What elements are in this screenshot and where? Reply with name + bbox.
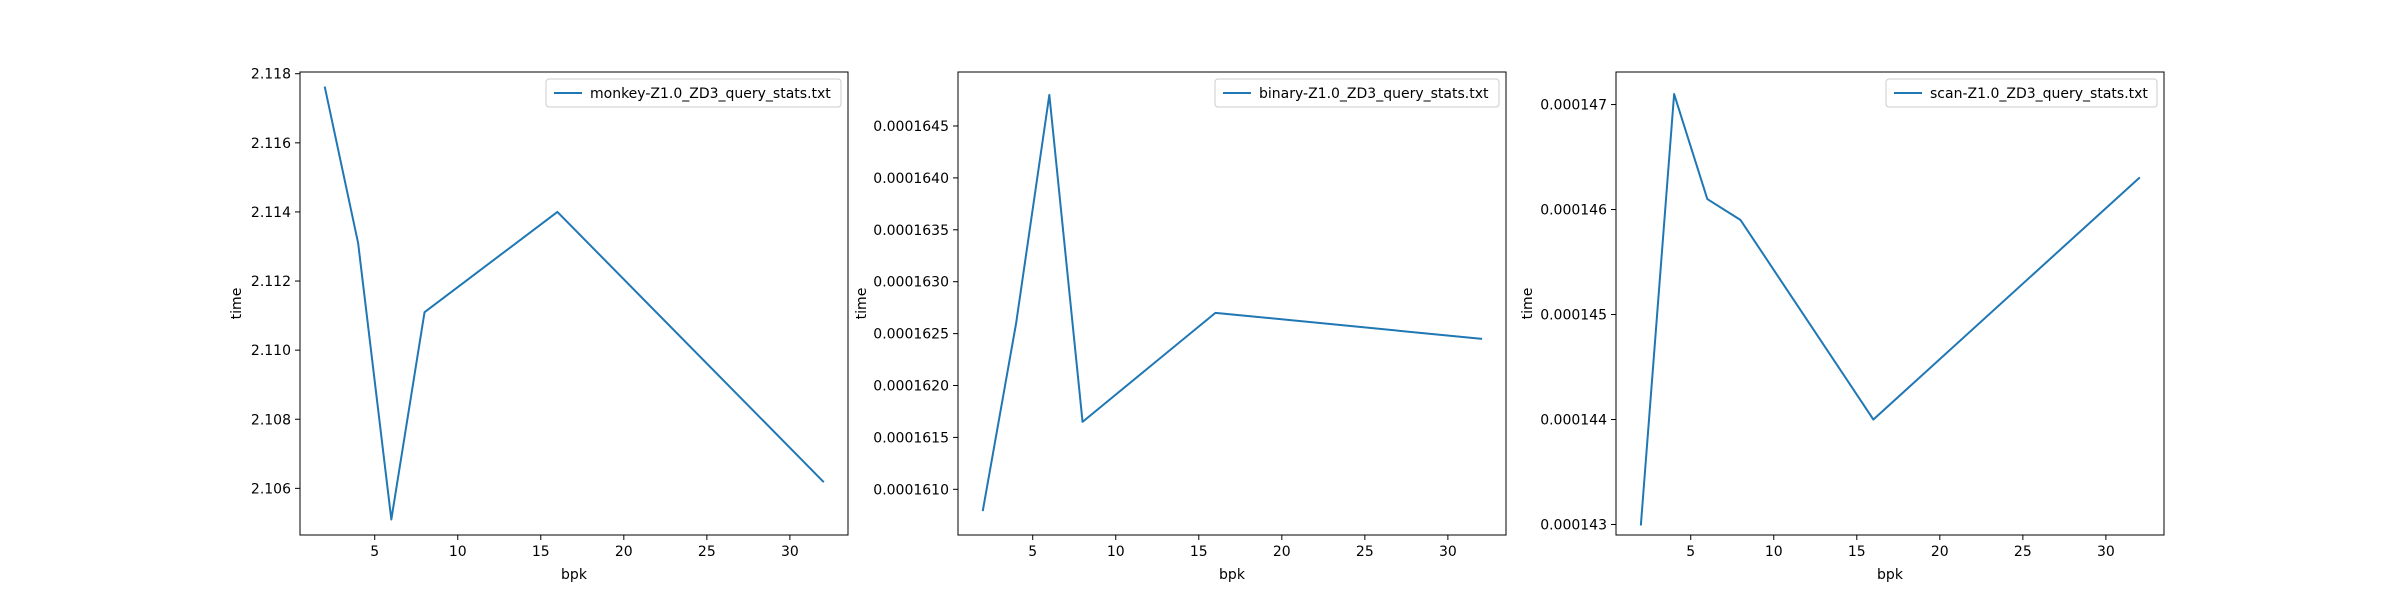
y-tick-label: 0.0001630 (873, 275, 949, 291)
y-tick-label: 0.0001615 (873, 430, 949, 446)
y-tick-label: 2.108 (251, 412, 291, 428)
series-line (323, 86, 825, 521)
chart-panel-1: 5 10 15 20 25 30 2.106 2.108 2.110 2.112 2.114 2.11… (229, 67, 849, 583)
legend-box (1214, 78, 1500, 108)
legend: binary-Z1.0_ZD3_query_stats.txt (1214, 78, 1500, 108)
x-tick-label: 20 (615, 544, 633, 560)
x-tick-label: 25 (698, 544, 716, 560)
y-axis-label: time (854, 288, 870, 320)
x-tick-label: 10 (1765, 544, 1783, 560)
y-tick-label: 0.000146 (1540, 203, 1607, 219)
chart-panel-2: 5 10 15 20 25 30 0.0001610 0.0001615 0.0001620 0.… (854, 71, 1507, 583)
legend-label: scan-Z1.0_ZD3_query_stats.txt (1930, 86, 2148, 102)
legend: monkey-Z1.0_ZD3_query_stats.txt (545, 78, 842, 108)
x-tick-label: 30 (2097, 544, 2115, 560)
x-axis-label: bpk (1219, 567, 1246, 583)
x-tick-label: 20 (1273, 544, 1291, 560)
y-tick-label: 2.106 (251, 481, 291, 497)
legend: scan-Z1.0_ZD3_query_stats.txt (1885, 78, 2158, 108)
y-tick-label: 0.0001645 (873, 119, 949, 135)
x-tick-label: 15 (1190, 544, 1208, 560)
x-tick-label: 30 (781, 544, 799, 560)
y-tick-label: 2.118 (251, 67, 291, 83)
x-tick-label: 10 (1107, 544, 1125, 560)
x-tick-label: 5 (1686, 544, 1695, 560)
x-tick-label: 25 (1356, 544, 1374, 560)
y-tick-label: 2.116 (251, 136, 291, 152)
x-tick-label: 10 (449, 544, 467, 560)
x-tick-label: 30 (1439, 544, 1457, 560)
legend-box (1885, 78, 2158, 108)
x-tick-label: 5 (370, 544, 379, 560)
x-tick-label: 20 (1931, 544, 1949, 560)
y-tick-label: 2.112 (251, 274, 291, 290)
y-tick-label: 0.0001625 (873, 327, 949, 343)
y-tick-label: 2.114 (251, 205, 291, 221)
x-axis-label: bpk (561, 567, 588, 583)
y-tick-label: 0.000144 (1540, 413, 1607, 429)
y-tick-label: 0.0001610 (873, 482, 949, 498)
x-tick-label: 15 (532, 544, 550, 560)
legend-label: binary-Z1.0_ZD3_query_stats.txt (1259, 86, 1489, 102)
x-tick-label: 15 (1848, 544, 1866, 560)
y-tick-label: 0.0001635 (873, 223, 949, 239)
x-axis-label: bpk (1877, 567, 1904, 583)
axes-frame (299, 71, 849, 536)
y-tick-label: 0.000147 (1540, 98, 1607, 114)
series-line (981, 93, 1483, 512)
axes-frame (957, 71, 1507, 536)
legend-label: monkey-Z1.0_ZD3_query_stats.txt (590, 86, 831, 102)
y-tick-label: 0.0001640 (873, 171, 949, 187)
x-tick-label: 5 (1028, 544, 1037, 560)
axes-frame (1615, 71, 2165, 536)
y-axis-label: time (1520, 288, 1536, 320)
y-tick-label: 0.000143 (1540, 518, 1607, 534)
y-tick-label: 0.0001620 (873, 379, 949, 395)
series-line (1639, 93, 2141, 526)
x-tick-label: 25 (2014, 544, 2032, 560)
y-axis-label: time (229, 288, 245, 320)
legend-box (545, 78, 842, 108)
y-tick-label: 0.000145 (1540, 308, 1607, 324)
y-tick-label: 2.110 (251, 343, 291, 359)
chart-panel-3: 5 10 15 20 25 30 0.000143 0.000144 0.000145 0.000… (1520, 71, 2165, 583)
